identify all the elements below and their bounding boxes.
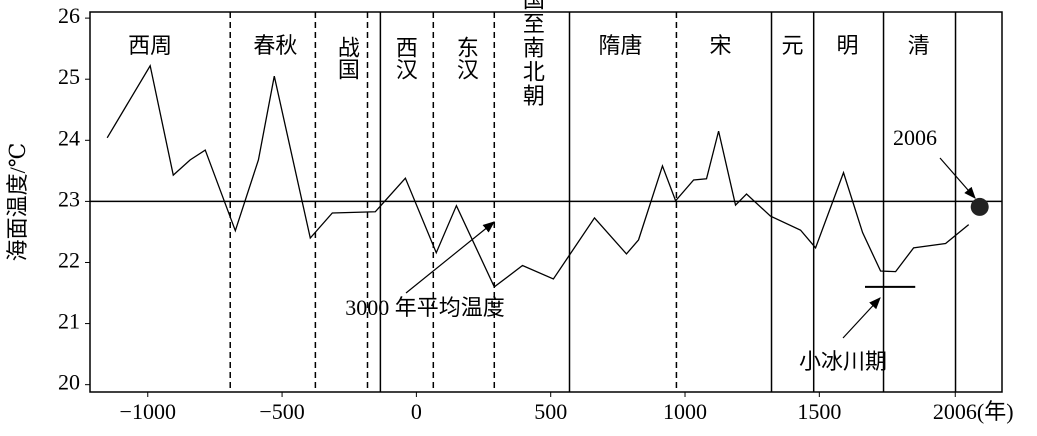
era-label: 东汉 [454, 36, 479, 80]
arrow [405, 221, 495, 294]
y-tick-label: 23 [58, 186, 80, 211]
y-axis-label: 海面温度/℃ [5, 143, 30, 262]
era-label: 西周 [128, 33, 172, 58]
y-tick-label: 24 [58, 125, 80, 150]
era-label: 元 [781, 33, 803, 58]
era-label: 宋 [709, 33, 731, 58]
y-tick-label: 21 [58, 309, 80, 334]
x-tick-label: 0 [411, 399, 422, 424]
point-2006-label: 2006 [893, 125, 937, 150]
era-label: 三国至南北朝 [520, 0, 545, 108]
y-tick-label: 20 [58, 370, 80, 395]
era-label: 明 [837, 33, 859, 58]
era-label: 春秋 [253, 33, 297, 58]
x-tick-label: 2006(年) [933, 399, 1014, 424]
era-label: 清 [908, 33, 930, 58]
era-label: 战国 [335, 36, 360, 80]
era-label: 西汉 [393, 36, 418, 80]
x-tick-label: −1000 [120, 399, 176, 424]
x-tick-label: −500 [259, 399, 304, 424]
y-tick-label: 26 [58, 3, 80, 28]
era-label: 隋唐 [599, 33, 643, 58]
y-tick-label: 25 [58, 64, 80, 89]
x-tick-label: 1500 [797, 399, 841, 424]
x-tick-label: 500 [534, 399, 567, 424]
arrow [842, 297, 881, 339]
little-ice-age-label: 小冰川期 [799, 349, 887, 374]
line [106, 64, 970, 288]
arrow [939, 157, 976, 199]
y-tick-label: 22 [58, 248, 80, 273]
x-tick-label: 1000 [663, 399, 707, 424]
point-2006 [970, 197, 989, 216]
reference-label: 3000 年平均温度 [345, 295, 505, 320]
